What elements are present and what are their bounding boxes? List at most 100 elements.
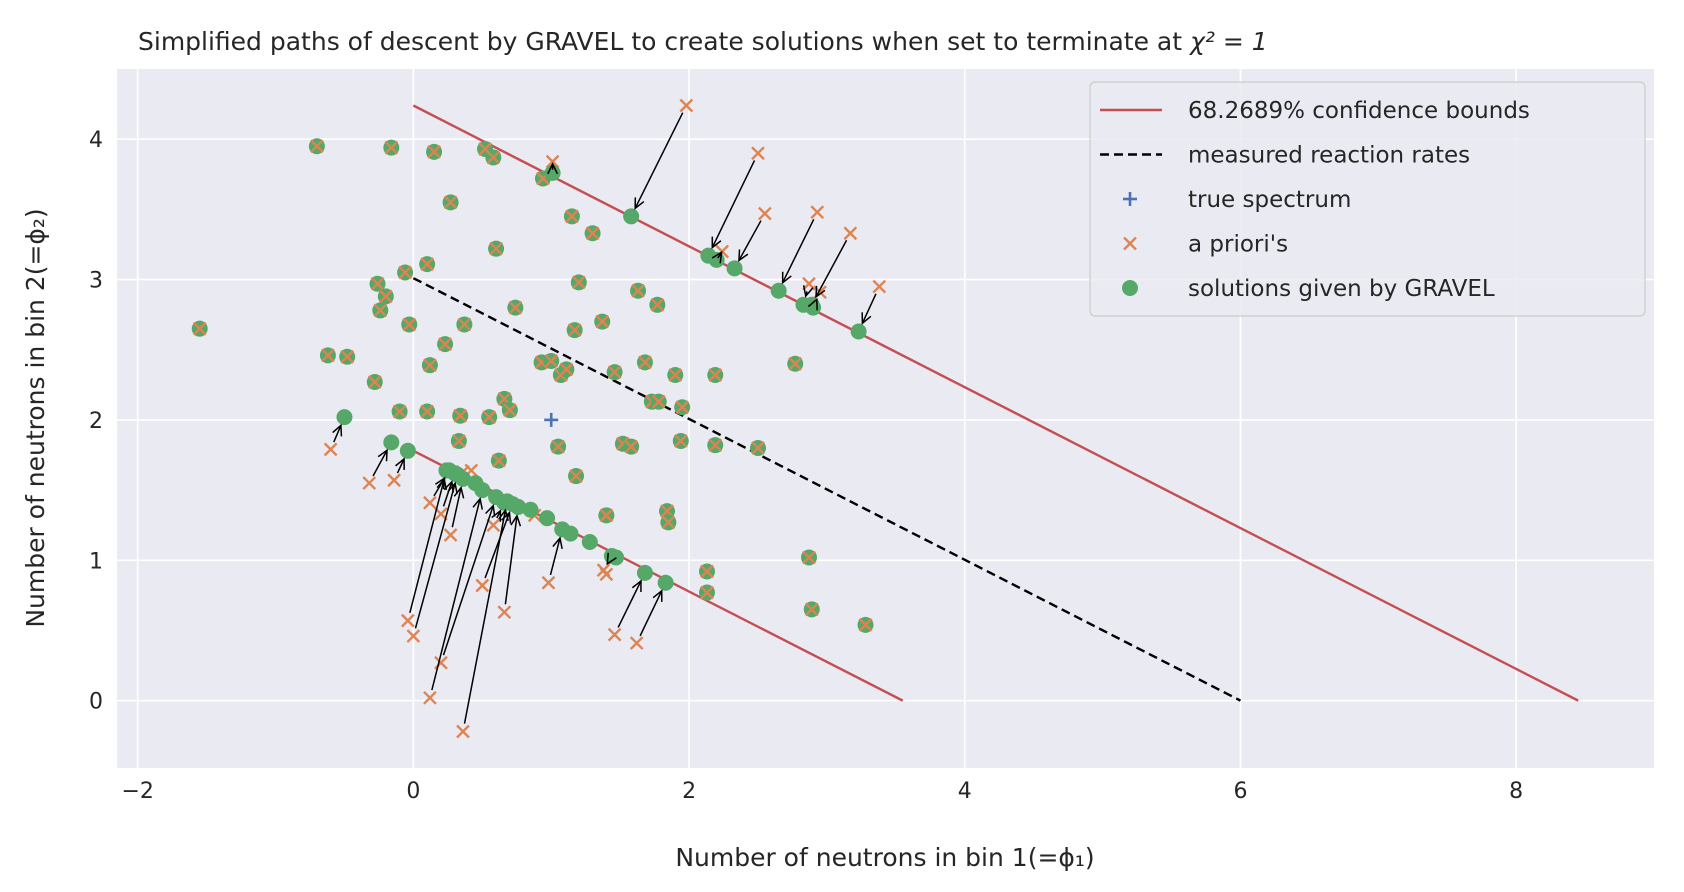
apriori-point	[427, 144, 441, 159]
descent-arrow	[802, 285, 814, 298]
apriori-point	[423, 495, 437, 510]
apriori-stroke	[497, 605, 512, 620]
descent-arrow-shaft	[372, 449, 388, 477]
apriori-point	[544, 354, 559, 368]
apriori-point	[486, 518, 501, 533]
apriori-point	[423, 690, 437, 705]
apriori-stroke	[810, 205, 825, 220]
chart-title-text: Simplified paths of descent by GRAVEL to…	[138, 27, 1182, 56]
apriori-stroke	[551, 439, 565, 454]
apriori-stroke	[310, 139, 324, 154]
apriori-point	[503, 403, 517, 417]
apriori-stroke	[423, 690, 437, 705]
apriori-point	[406, 629, 421, 643]
legend-entry-label: solutions given by GRAVEL	[1188, 276, 1495, 302]
apriori-stroke	[673, 434, 688, 448]
apriori-stroke	[565, 209, 579, 224]
apriori-point	[599, 508, 614, 523]
descent-arrow-head	[631, 579, 642, 592]
apriori-point	[810, 205, 825, 220]
solution-point	[562, 525, 579, 542]
descent-arrow	[815, 239, 848, 299]
apriori-point	[661, 515, 676, 530]
descent-arrow-head	[738, 249, 749, 262]
apriori-point	[362, 476, 377, 490]
apriori-point	[565, 209, 579, 224]
solution-point	[399, 442, 416, 459]
apriori-point	[420, 257, 435, 271]
descent-arrow	[451, 485, 465, 528]
descent-arrow-head	[861, 312, 872, 325]
apriori-stroke	[373, 303, 388, 318]
apriori-stroke	[660, 504, 674, 518]
solution-point	[510, 498, 527, 515]
apriori-point	[192, 321, 207, 336]
descent-arrow-head	[501, 510, 512, 524]
descent-arrow-shaft	[409, 478, 445, 614]
legend-apriori-stroke	[1123, 236, 1137, 251]
descent-arrow	[738, 220, 762, 262]
solution-point	[454, 470, 471, 487]
solution-point	[544, 164, 561, 181]
apriori-stroke	[321, 348, 335, 363]
apriori-stroke	[599, 567, 614, 582]
descent-arrow	[332, 423, 343, 443]
apriori-point	[607, 365, 622, 380]
apriori-stroke	[427, 144, 441, 159]
apriori-stroke	[392, 404, 407, 419]
descent-arrow-shaft	[815, 239, 848, 298]
x-tick-label: 2	[682, 779, 696, 804]
apriori-stroke	[475, 578, 490, 593]
descent-arrow-head	[815, 285, 826, 299]
descent-arrow-head	[485, 504, 496, 517]
descent-arrow-shaft	[333, 425, 342, 443]
descent-arrow-head	[395, 457, 405, 470]
apriori-point	[541, 575, 556, 590]
apriori-point	[629, 636, 644, 650]
apriori-stroke	[420, 257, 435, 271]
apriori-stroke	[406, 629, 421, 643]
apriori-point	[489, 241, 503, 256]
descent-arrow-head	[332, 423, 343, 437]
apriori-point	[497, 605, 512, 620]
chart-title: Simplified paths of descent by GRAVEL to…	[138, 27, 1268, 56]
descent-arrow	[549, 536, 563, 576]
apriori-stroke	[434, 655, 448, 670]
apriori-point	[802, 276, 816, 291]
apriori-point	[370, 276, 385, 291]
apriori-point	[491, 453, 506, 468]
apriori-stroke	[434, 507, 448, 521]
apriori-point	[843, 226, 858, 241]
apriori-stroke	[843, 226, 858, 241]
descent-arrow	[442, 480, 454, 507]
descent-arrow-shaft	[617, 580, 642, 628]
apriori-point	[486, 150, 501, 165]
apriori-point	[508, 300, 523, 315]
apriori-stroke	[370, 276, 385, 291]
chart-title-math: χ² = 1	[1188, 27, 1268, 56]
apriori-stroke	[700, 564, 714, 579]
apriori-point	[595, 314, 610, 329]
apriori-stroke	[650, 297, 665, 312]
descent-arrow-head	[491, 509, 502, 522]
descent-arrow	[606, 552, 617, 566]
apriori-stroke	[616, 436, 630, 451]
apriori-stroke	[595, 314, 610, 329]
descent-arrow	[639, 589, 663, 637]
descent-arrow-head	[472, 497, 484, 510]
apriori-stroke	[567, 323, 582, 337]
apriori-stroke	[482, 410, 497, 424]
apriori-point	[545, 154, 560, 169]
legend-entry-label: measured reaction rates	[1188, 143, 1470, 169]
solution-point	[636, 564, 653, 581]
descent-arrow	[442, 504, 496, 656]
true-spectrum-point	[544, 412, 559, 427]
apriori-stroke	[508, 300, 523, 315]
apriori-point	[872, 279, 887, 294]
apriori-stroke	[378, 289, 393, 304]
apriori-stroke	[668, 368, 683, 382]
apriori-stroke	[491, 453, 506, 468]
apriori-point	[751, 146, 765, 161]
apriori-point	[378, 289, 393, 304]
legend-entry-label: a priori's	[1188, 232, 1288, 258]
